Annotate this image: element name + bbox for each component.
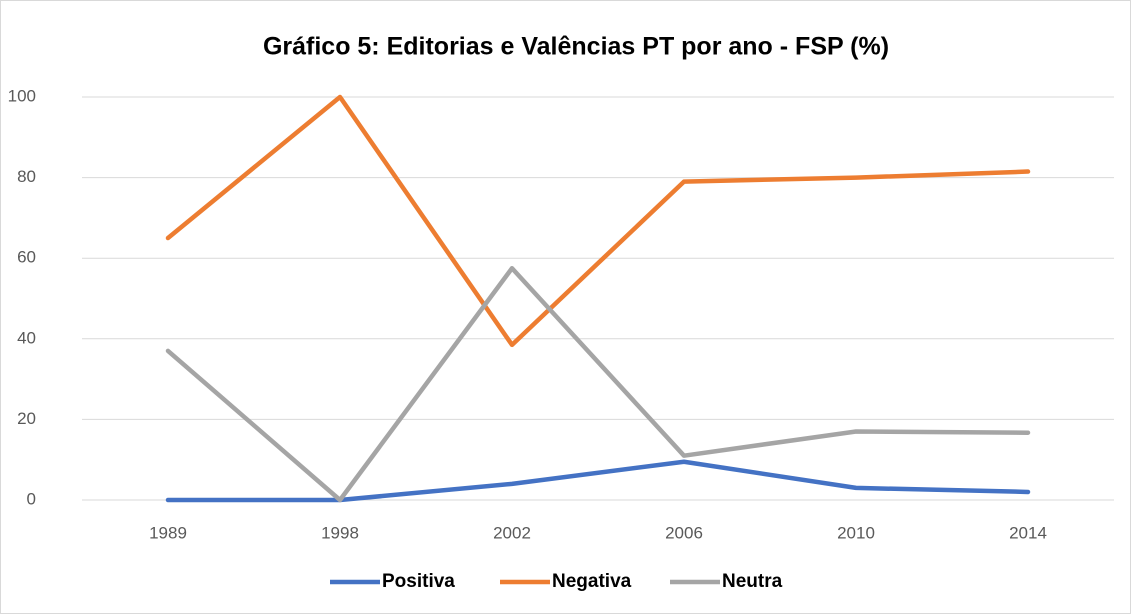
x-tick-label: 2006 — [665, 523, 703, 542]
x-tick-label: 1998 — [321, 523, 359, 542]
x-tick-label: 2002 — [493, 523, 531, 542]
y-tick-label: 20 — [17, 409, 36, 428]
y-tick-label: 100 — [8, 86, 36, 105]
series-line — [165, 459, 1031, 503]
series-line — [165, 94, 1031, 348]
legend-label: Negativa — [552, 571, 632, 592]
y-tick-label: 0 — [27, 489, 36, 508]
y-tick-label: 80 — [17, 167, 36, 186]
legend-label: Neutra — [722, 571, 783, 592]
y-tick-label: 60 — [17, 248, 36, 267]
chart-title: Gráfico 5: Editorias e Valências PT por … — [263, 33, 889, 61]
x-tick-label: 2014 — [1009, 523, 1047, 542]
legend-label: Positiva — [382, 571, 455, 592]
series-line — [165, 266, 1031, 503]
x-tick-label: 2010 — [837, 523, 875, 542]
x-tick-label: 1989 — [149, 523, 187, 542]
y-tick-label: 40 — [17, 328, 36, 347]
